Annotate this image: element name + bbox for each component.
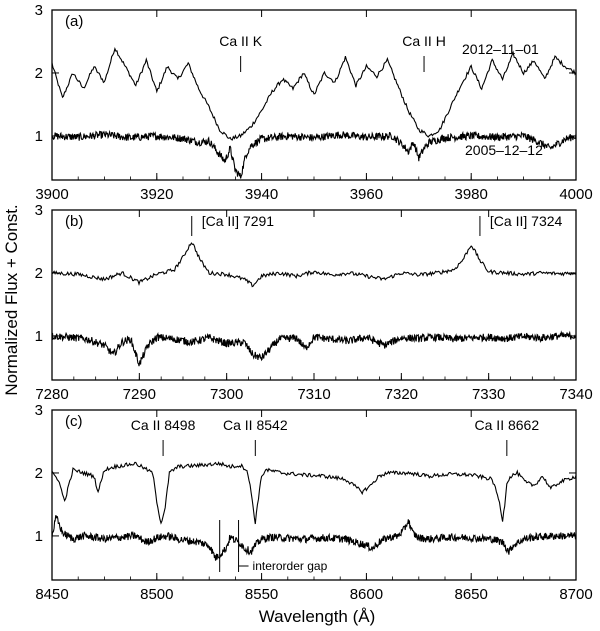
y-tick-label: 2 [35, 465, 43, 482]
gap-note: interorder gap [253, 559, 328, 573]
y-tick-label: 3 [35, 202, 43, 219]
panel-label: (b) [65, 213, 83, 230]
series-line-upper [52, 46, 576, 141]
panel-a: 3900 3920 3940 3960 3980 4000 1 2 3 (a) Ca II K Ca … [35, 2, 593, 203]
series-line-lower [52, 515, 576, 562]
line-annotation: [Ca II] 7324 [490, 213, 563, 229]
x-tick-label: 3900 [35, 186, 68, 203]
panel-label: (a) [65, 13, 83, 30]
x-tick-label: 7330 [472, 386, 505, 403]
series-line-lower [52, 129, 576, 179]
series-date-label: 2005–12–12 [465, 142, 543, 158]
x-tick-label: 4000 [559, 186, 592, 203]
plot-frame [51, 209, 577, 381]
line-annotation: Ca II 8498 [131, 417, 196, 433]
x-tick-label: 7310 [297, 386, 330, 403]
line-annotation: Ca II K [219, 33, 262, 49]
y-tick-label: 2 [35, 65, 43, 82]
x-tick-label: 3960 [350, 186, 383, 203]
panel-c: 8450 8500 8550 8600 8650 8700 1 2 3 (c) Ca II 8498… [35, 402, 593, 603]
x-tick-label: 3940 [245, 186, 278, 203]
x-tick-label: 8600 [350, 586, 383, 603]
x-tick-label: 7320 [385, 386, 418, 403]
x-tick-label: 8550 [245, 586, 278, 603]
x-tick-label: 8450 [35, 586, 68, 603]
series-line-lower [52, 330, 576, 367]
y-tick-label: 1 [35, 528, 43, 545]
x-tick-label: 8700 [559, 586, 592, 603]
x-tick-label: 8650 [455, 586, 488, 603]
series-line-upper [52, 242, 576, 288]
series-date-label: 2012–11–01 [462, 41, 539, 57]
y-tick-label: 1 [35, 328, 43, 345]
line-annotation: Ca II 8662 [475, 417, 540, 433]
panel-label: (c) [65, 413, 83, 430]
y-axis-title: Normalized Flux + Const. [2, 204, 21, 395]
x-tick-label: 3920 [140, 186, 173, 203]
line-annotation: Ca II H [402, 33, 446, 49]
x-tick-label: 7300 [210, 386, 243, 403]
y-tick-label: 3 [35, 402, 43, 419]
x-tick-label: 7280 [35, 386, 68, 403]
x-tick-label: 7290 [123, 386, 156, 403]
y-tick-label: 1 [35, 128, 43, 145]
line-annotation: Ca II 8542 [223, 417, 288, 433]
x-tick-label: 7340 [559, 386, 592, 403]
line-annotation: [Ca II] 7291 [202, 213, 275, 229]
y-tick-label: 2 [35, 265, 43, 282]
x-axis-title: Wavelength (Å) [259, 607, 376, 626]
panel-b: 7280 7290 7300 7310 7320 7330 7340 1 2 3 (b) [Ca II… [35, 202, 593, 403]
x-tick-label: 3980 [455, 186, 488, 203]
series-line-upper [52, 461, 576, 525]
x-tick-label: 8500 [140, 586, 173, 603]
y-tick-label: 3 [35, 2, 43, 19]
